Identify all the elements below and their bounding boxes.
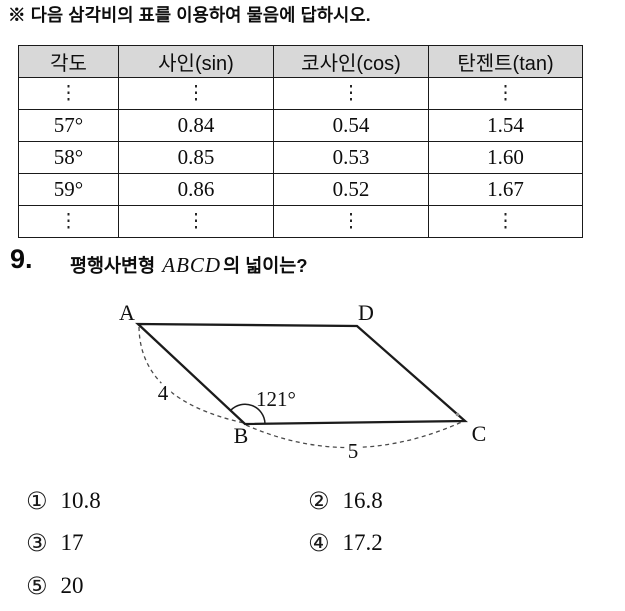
option-5-marker: ⑤ <box>26 572 48 600</box>
cell-ellipsis: ⋮ <box>428 205 583 238</box>
cell-ellipsis: ⋮ <box>273 205 429 238</box>
option-4-value: 17.2 <box>342 530 383 555</box>
instruction-text: ※ 다음 삼각비의 표를 이용하여 물음에 답하시오. <box>8 5 371 25</box>
vertex-label-c: C <box>472 421 487 446</box>
cell-tan: 1.54 <box>428 109 583 142</box>
math-expression-abcd: ABCD <box>162 253 222 277</box>
question-number: 9. <box>10 244 33 274</box>
option-5: ⑤ 20 <box>26 571 84 601</box>
trig-ratio-table: 각도 사인(sin) 코사인(cos) 탄젠트(tan) ⋮ ⋮ ⋮ ⋮ 57°… <box>18 45 583 238</box>
option-5-value: 20 <box>60 573 84 598</box>
cell-ellipsis: ⋮ <box>118 77 274 110</box>
cell-tan: 1.60 <box>428 141 583 174</box>
option-2-value: 16.8 <box>342 488 383 513</box>
option-1-value: 10.8 <box>60 488 101 513</box>
question-text-prefix: 평행사변형 <box>70 255 161 276</box>
header-cell-sin: 사인(sin) <box>118 45 274 78</box>
cell-cos: 0.52 <box>273 173 429 206</box>
table-header-row: 각도 사인(sin) 코사인(cos) 탄젠트(tan) <box>18 45 583 78</box>
question-text: 평행사변형 ABCD 의 넓이는? <box>70 252 308 278</box>
parallelogram-shape <box>135 322 469 426</box>
header-cell-cos: 코사인(cos) <box>273 45 429 78</box>
option-2-marker: ② <box>308 487 330 515</box>
cell-tan: 1.67 <box>428 173 583 206</box>
cell-cos: 0.53 <box>273 141 429 174</box>
side-bc-length-label: 5 <box>348 439 359 463</box>
option-3: ③ 17 <box>26 528 84 558</box>
table-row-57: 57° 0.84 0.54 1.54 <box>18 109 583 142</box>
option-1: ① 10.8 <box>26 486 101 516</box>
option-1-marker: ① <box>26 487 48 515</box>
vertex-label-a: A <box>119 300 135 325</box>
question-text-suffix: 의 넓이는? <box>223 255 308 276</box>
cell-ellipsis: ⋮ <box>18 205 119 238</box>
option-4-marker: ④ <box>308 529 330 557</box>
corner-dot-c <box>455 412 460 417</box>
header-cell-tan: 탄젠트(tan) <box>428 45 583 78</box>
cell-ellipsis: ⋮ <box>118 205 274 238</box>
cell-angle: 57° <box>18 109 119 142</box>
option-3-marker: ③ <box>26 529 48 557</box>
cell-sin: 0.86 <box>118 173 274 206</box>
side-ab-length-label: 4 <box>158 381 169 405</box>
table-row-58: 58° 0.85 0.53 1.60 <box>18 141 583 174</box>
cell-ellipsis: ⋮ <box>428 77 583 110</box>
vertex-label-b: B <box>234 423 249 448</box>
angle-arc-at-b <box>229 403 266 424</box>
option-3-value: 17 <box>60 530 84 555</box>
option-4: ④ 17.2 <box>308 528 383 558</box>
vertex-label-d: D <box>358 300 374 325</box>
option-2: ② 16.8 <box>308 486 383 516</box>
table-row-59: 59° 0.86 0.52 1.67 <box>18 173 583 206</box>
dashed-arc-side-ab <box>138 326 245 424</box>
cell-ellipsis: ⋮ <box>18 77 119 110</box>
angle-b-label: 121° <box>256 387 296 411</box>
table-row-ellipsis-bottom: ⋮ ⋮ ⋮ ⋮ <box>18 205 583 238</box>
cell-sin: 0.84 <box>118 109 274 142</box>
